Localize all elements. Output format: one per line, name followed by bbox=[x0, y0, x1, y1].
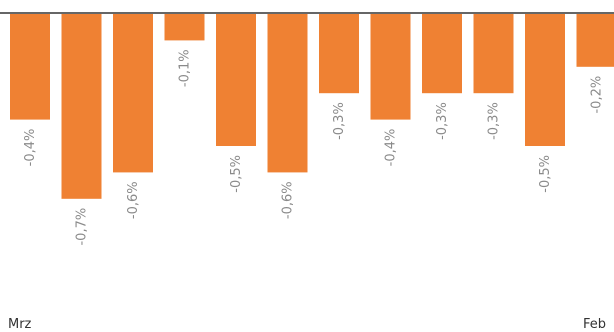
data-label-10: -0,3% bbox=[487, 102, 502, 140]
data-label-3: -0,6% bbox=[126, 181, 141, 219]
data-labels-group: -0,4% -0,7% -0,6% -0,1% -0,5% -0,6% -0,3% -0,4%… bbox=[23, 49, 605, 245]
data-label-2: -0,7% bbox=[75, 208, 90, 246]
bar-11 bbox=[525, 14, 565, 146]
bar-4 bbox=[164, 14, 205, 41]
bar-1 bbox=[10, 14, 50, 120]
bar-5 bbox=[216, 14, 256, 146]
data-label-1: -0,4% bbox=[23, 129, 38, 167]
bar-9 bbox=[422, 14, 462, 94]
x-axis-label-last: Feb bbox=[583, 317, 606, 332]
bar-3 bbox=[113, 14, 153, 173]
data-label-4: -0,1% bbox=[178, 49, 193, 87]
bar-7 bbox=[319, 14, 359, 94]
bar-10 bbox=[473, 14, 514, 94]
data-label-9: -0,3% bbox=[435, 102, 450, 140]
bar-2 bbox=[61, 14, 102, 199]
bars-group bbox=[10, 14, 614, 199]
x-axis-label-first: Mrz bbox=[8, 317, 32, 332]
data-label-12: -0,2% bbox=[590, 76, 605, 114]
bar-8 bbox=[370, 14, 411, 120]
data-label-8: -0,4% bbox=[384, 129, 399, 167]
data-label-6: -0,6% bbox=[281, 181, 296, 219]
bar-6 bbox=[267, 14, 308, 173]
data-label-7: -0,3% bbox=[332, 102, 347, 140]
bar-12 bbox=[576, 14, 614, 67]
data-label-11: -0,5% bbox=[538, 155, 553, 193]
data-label-5: -0,5% bbox=[229, 155, 244, 193]
